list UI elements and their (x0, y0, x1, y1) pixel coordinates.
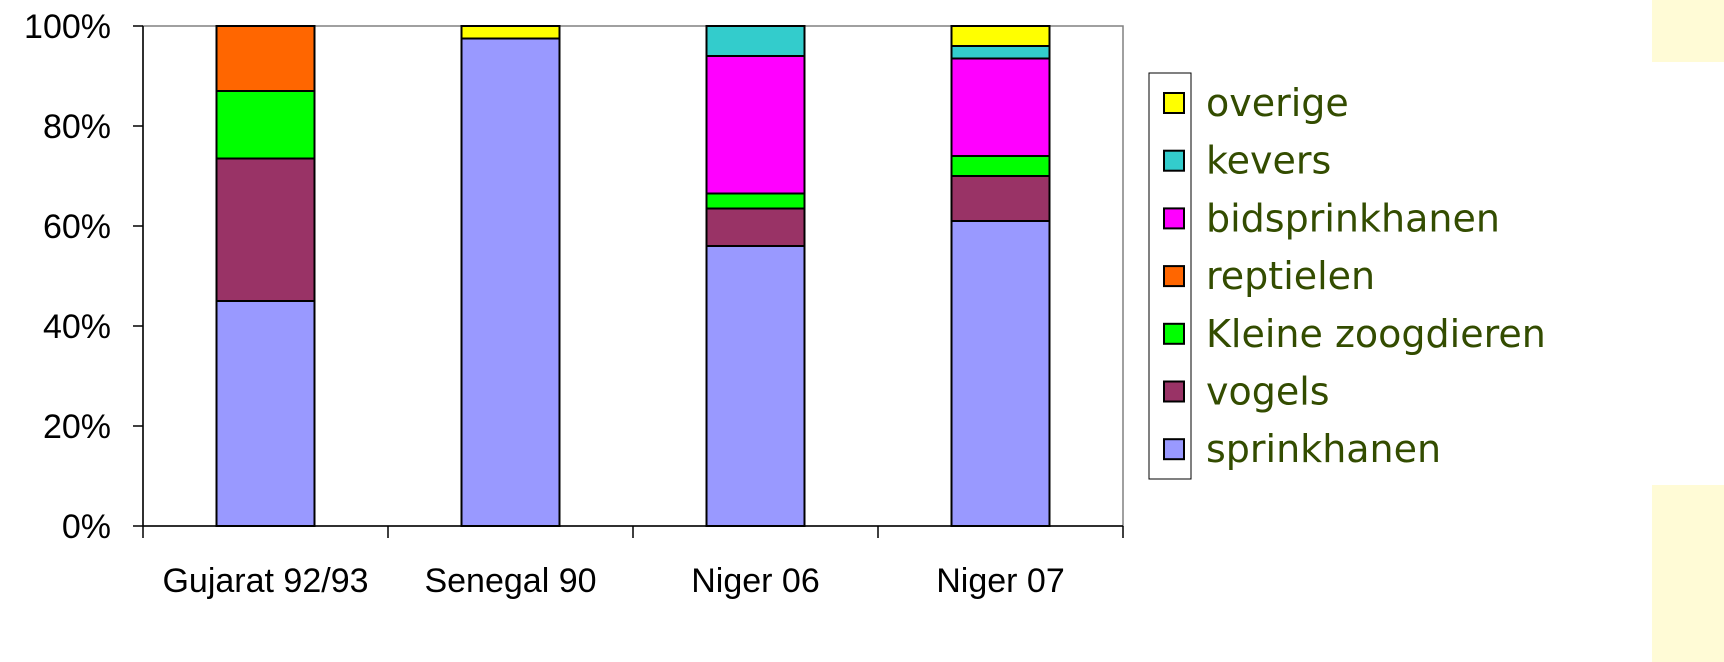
bar-segment (215, 300, 316, 527)
x-tick-label: Senegal 90 (424, 562, 596, 600)
corner-decoration-bottom (1652, 485, 1724, 662)
legend-label: kevers (1206, 139, 1331, 183)
bar-segment (705, 25, 806, 57)
legend-swatch (1163, 380, 1185, 403)
bar-segment (950, 220, 1051, 527)
bars (215, 25, 1051, 527)
x-axis: Gujarat 92/93 Senegal 90 Niger 06 Niger 07 (142, 525, 1124, 600)
bar-segment (950, 45, 1051, 60)
corner-decoration-top (1652, 0, 1724, 62)
legend-label: overige (1206, 81, 1349, 125)
y-tick-label: 20% (43, 408, 111, 446)
legend-label: Kleine zoogdieren (1206, 312, 1546, 356)
bar-segment (950, 57, 1051, 157)
legend-swatch (1163, 149, 1185, 172)
bar-segment (705, 245, 806, 527)
x-tick-label: Gujarat 92/93 (162, 562, 368, 600)
bar-segment (215, 25, 316, 92)
x-tick-label: Niger 07 (936, 562, 1065, 600)
y-tick-label: 0% (62, 508, 111, 546)
bar-segment (215, 90, 316, 160)
bar-segment (215, 157, 316, 302)
bar-segment (460, 25, 561, 40)
legend-label: vogels (1206, 370, 1330, 414)
bar-segment (950, 175, 1051, 222)
y-tick-label: 40% (43, 308, 111, 346)
bar-segment (460, 37, 561, 527)
legend-swatch (1163, 438, 1185, 461)
legend-label: sprinkhanen (1206, 427, 1441, 471)
legend-swatch (1163, 207, 1185, 230)
y-axis: 0% 20% 40% 60% 80% 100% (24, 8, 144, 546)
legend-label: bidsprinkhanen (1206, 196, 1500, 240)
bar-segment (705, 192, 806, 210)
y-tick-label: 100% (24, 8, 111, 46)
x-tick-label: Niger 06 (691, 562, 820, 600)
bar-segment (705, 55, 806, 195)
legend-swatch (1163, 265, 1185, 288)
legend-label: reptielen (1206, 254, 1375, 298)
y-tick-label: 60% (43, 208, 111, 246)
bar-segment (950, 25, 1051, 47)
legend: overige kevers bidsprinkhanen reptielen Klei… (1148, 72, 1546, 480)
bar-segment (950, 155, 1051, 177)
bar-segment (705, 207, 806, 247)
y-tick-label: 80% (43, 108, 111, 146)
legend-swatch (1163, 92, 1185, 114)
legend-swatch (1163, 322, 1185, 345)
